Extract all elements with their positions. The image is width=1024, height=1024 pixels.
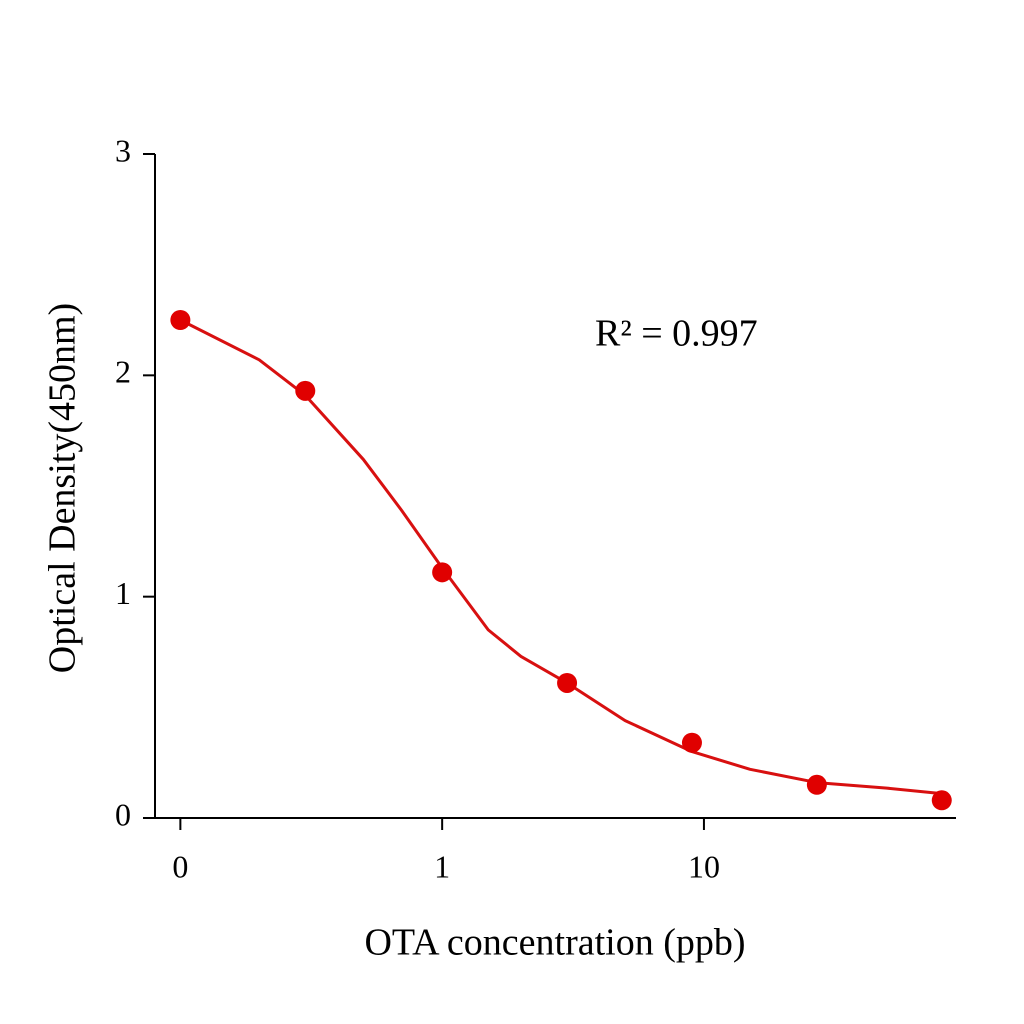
x-axis-label: OTA concentration (ppb) xyxy=(364,922,745,964)
x-tick-label: 10 xyxy=(688,848,720,884)
data-point xyxy=(806,774,827,795)
data-point xyxy=(681,732,702,753)
y-tick-label: 0 xyxy=(115,796,131,832)
x-tick-label: 0 xyxy=(172,848,188,884)
data-point xyxy=(557,672,578,693)
data-point xyxy=(432,562,453,583)
y-axis-label: Optical Density(450nm) xyxy=(42,303,84,673)
data-point xyxy=(931,790,952,811)
data-point xyxy=(170,310,191,330)
y-tick-label: 2 xyxy=(115,354,131,390)
fit-curve xyxy=(179,318,942,796)
y-tick-label: 1 xyxy=(115,575,131,611)
y-tick-label: 3 xyxy=(115,132,131,168)
x-tick-label: 1 xyxy=(434,848,450,884)
data-point xyxy=(295,380,316,401)
annotation: R² = 0.997 xyxy=(595,313,758,355)
